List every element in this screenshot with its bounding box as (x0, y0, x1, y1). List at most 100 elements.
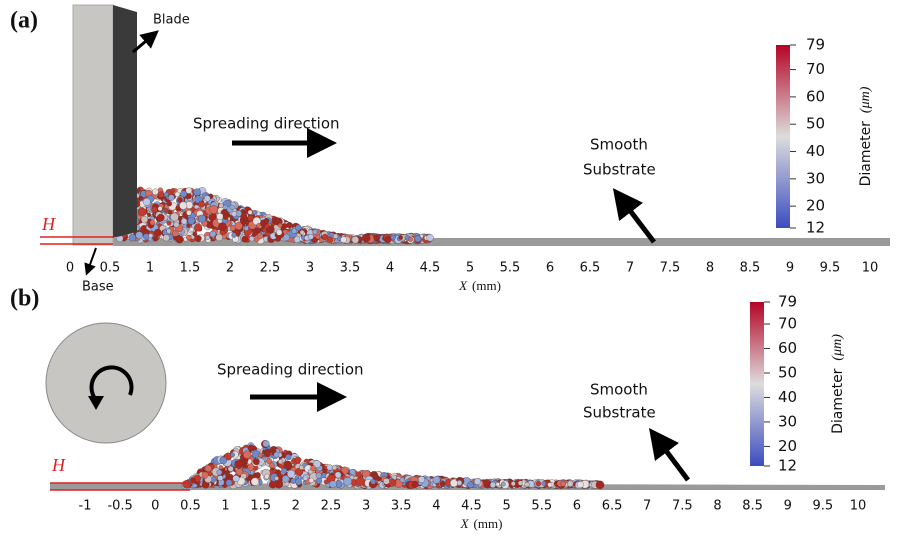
x-tick-label: 8.5 (742, 499, 763, 514)
particle (483, 479, 491, 487)
colorbar-title: Diameter (μm) (830, 334, 846, 434)
particle (175, 235, 184, 244)
particle (326, 464, 333, 471)
particle (272, 448, 277, 453)
particle (231, 211, 237, 217)
x-tick-label: 1.5 (250, 499, 271, 514)
particle (138, 207, 147, 217)
x-tick-label: 9 (784, 499, 792, 514)
particle (474, 478, 481, 485)
particle (140, 216, 149, 224)
powder-bed (112, 186, 434, 245)
colorbar-tick-label: 79 (806, 36, 825, 54)
particle (355, 477, 365, 487)
particle (166, 201, 172, 207)
particle (274, 476, 279, 481)
particle (180, 218, 188, 225)
particle (234, 221, 243, 230)
x-tick-label: 10 (862, 261, 879, 276)
arrow (612, 188, 656, 244)
x-tick-label: 9.5 (813, 499, 834, 514)
x-tick-label: 6.5 (580, 261, 601, 276)
particle (168, 194, 175, 201)
particle (128, 233, 137, 242)
particle (273, 451, 280, 458)
x-tick-label: 7.5 (672, 499, 693, 514)
blade-front (72, 4, 114, 246)
particle (252, 458, 260, 466)
particle (343, 477, 352, 486)
x-tick-label: 4.5 (461, 499, 482, 514)
particle (291, 228, 297, 234)
particle (198, 200, 205, 208)
colorbar-tick-label: 50 (778, 363, 797, 381)
particle (142, 197, 151, 206)
particle (414, 235, 422, 243)
particle (241, 235, 249, 243)
layer-label: H (41, 214, 56, 234)
x-tick-label: 5 (466, 261, 474, 276)
annotation: Substrate (583, 404, 656, 422)
x-tick-label: 5.5 (500, 261, 521, 276)
particle (312, 460, 321, 469)
particle (290, 478, 297, 484)
particle (243, 450, 252, 459)
colorbar-tick-label: 30 (806, 169, 825, 187)
colorbar-tick-label: 30 (778, 412, 797, 430)
particle (372, 474, 380, 481)
rotation-arrow (89, 365, 134, 402)
particle (310, 465, 316, 472)
x-axis-label: X (mm) (460, 516, 503, 531)
particle (349, 468, 356, 476)
x-tick-label: 0.5 (180, 499, 201, 514)
colorbar-title: Diameter (μm) (858, 86, 874, 186)
particle (595, 480, 605, 490)
axis-unit: (mm) (472, 278, 501, 293)
x-tick-label: 8 (706, 261, 714, 276)
particle (229, 204, 235, 210)
particle (450, 479, 458, 488)
particle (250, 477, 259, 486)
particle (135, 231, 143, 239)
x-tick-label: 8 (713, 499, 721, 514)
particle (373, 234, 381, 241)
x-tick-label: 10 (850, 499, 867, 514)
x-tick-label: 9.5 (820, 261, 841, 276)
particle (361, 233, 371, 243)
particle (173, 221, 180, 228)
particle (294, 456, 302, 464)
colorbar-tick-label: 70 (778, 315, 797, 333)
particle (322, 233, 328, 240)
axis-var: X (460, 516, 470, 531)
particle (179, 201, 188, 210)
colorbar-tick-label: 12 (778, 457, 797, 475)
particle (351, 236, 359, 244)
particle (193, 188, 201, 196)
particle (535, 480, 542, 487)
particle (560, 480, 567, 487)
particle (331, 464, 338, 471)
particle (252, 210, 258, 216)
particle (315, 477, 323, 484)
particle (547, 482, 553, 488)
particle (517, 480, 524, 486)
particle (541, 481, 547, 486)
particle (154, 228, 162, 237)
particle (209, 205, 218, 214)
arrow-head (88, 396, 104, 410)
colorbar-title-text: Diameter (830, 368, 846, 434)
powder-bed (181, 440, 605, 490)
particle (295, 224, 302, 231)
x-tick-label: 7 (643, 499, 651, 514)
colorbar (776, 45, 790, 228)
panel-label: (a) (10, 8, 38, 34)
annotation: Spreading direction (193, 115, 340, 133)
particle (432, 475, 441, 484)
x-tick-label: 6.5 (602, 499, 623, 514)
particle (218, 222, 227, 232)
particle (370, 478, 376, 485)
particle (247, 209, 253, 215)
particle (225, 479, 233, 487)
particle (265, 223, 270, 228)
particle (384, 236, 392, 244)
